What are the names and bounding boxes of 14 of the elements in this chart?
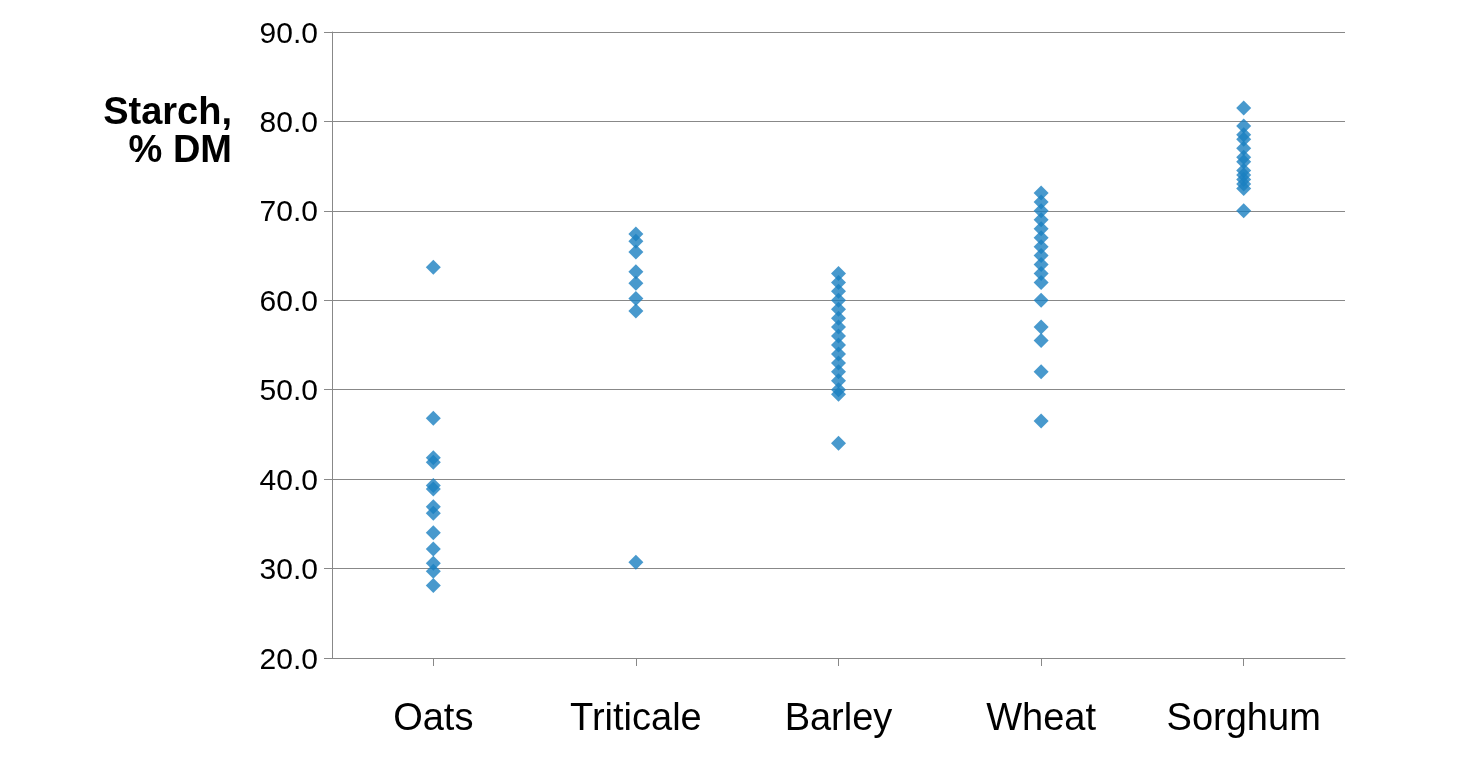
y-tick-label: 90.0: [259, 15, 318, 49]
x-tick-label: Triticale: [570, 696, 702, 738]
y-tick-label: 40.0: [259, 462, 318, 496]
x-tick-label: Oats: [393, 696, 474, 738]
y-axis-title: Starch, % DM: [103, 90, 232, 170]
y-tick-label: 30.0: [259, 552, 318, 586]
x-tick-label: Sorghum: [1166, 696, 1321, 738]
y-tick-label: 60.0: [259, 283, 318, 317]
y-tick-label: 20.0: [259, 641, 318, 675]
y-tick-label: 70.0: [259, 194, 318, 228]
x-tick-label: Barley: [784, 696, 893, 738]
y-tick-label: 50.0: [259, 373, 318, 407]
y-tick-label: 80.0: [259, 104, 318, 138]
x-tick-label: Wheat: [986, 696, 1097, 738]
